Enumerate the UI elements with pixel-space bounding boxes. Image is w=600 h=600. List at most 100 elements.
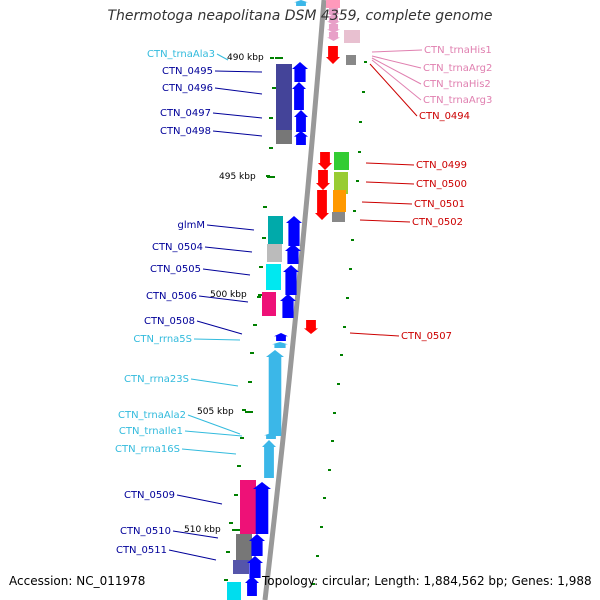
cds-block-0501 <box>333 190 346 212</box>
axis-layer <box>262 0 327 600</box>
tick-mark <box>248 381 252 383</box>
kbp-tick-label: 495 kbp <box>219 172 256 182</box>
leader-line <box>216 53 229 61</box>
forward-cds-arrow <box>247 556 263 578</box>
feature-label-left: CTN_0505 <box>150 264 201 275</box>
kbp-tick-label: 510 kbp <box>184 525 221 535</box>
reverse-cds-arrow <box>316 170 330 190</box>
feature-label-left: CTN_0509 <box>124 490 175 501</box>
tick-mark <box>349 268 352 270</box>
forward-cds-arrow <box>249 534 265 556</box>
feature-label-left: CTN_trnaIle1 <box>119 426 183 437</box>
feature-label-right: CTN_trnaArg3 <box>423 95 492 106</box>
feature-label-right: CTN_trnaHis1 <box>424 45 492 56</box>
summary-text: Topology: circular; Length: 1,884,562 bp… <box>262 574 592 588</box>
leader-line <box>371 49 423 53</box>
feature-label-left: CTN_trnaAla2 <box>118 410 186 421</box>
forward-cds-arrow <box>286 216 302 246</box>
leader-line <box>212 130 263 137</box>
leader-line <box>184 430 243 437</box>
tick-mark <box>263 206 267 208</box>
tick-mark <box>270 57 274 59</box>
tick-mark <box>259 266 263 268</box>
forward-cds-arrow <box>294 131 308 145</box>
cds-block-0509 <box>240 480 256 534</box>
tick-mark <box>333 412 336 414</box>
tick-mark <box>320 526 323 528</box>
leader-line <box>168 549 217 561</box>
leader-line <box>371 55 422 69</box>
forward-cds-arrow-0508 <box>274 333 288 341</box>
feature-label-left: CTN_0506 <box>146 291 197 302</box>
feature-label-left: CTN_0495 <box>162 66 213 77</box>
tick-mark <box>229 522 233 524</box>
leader-line <box>361 201 413 205</box>
tick-mark <box>362 91 365 93</box>
cds-block-0500 <box>334 152 349 170</box>
tick-mark <box>240 437 244 439</box>
kbp-tick-mark <box>275 57 283 59</box>
tick-mark <box>337 383 340 385</box>
feature-label-right: CTN_0499 <box>416 160 467 171</box>
map-title: Thermotoga neapolitana DSM 4359, complet… <box>107 8 493 24</box>
feature-label-right: CTN_0507 <box>401 331 452 342</box>
feature-label-right: CTN_trnaArg2 <box>423 63 492 74</box>
tick-mark <box>237 465 241 467</box>
leader-line <box>193 338 241 341</box>
tick-mark <box>353 210 356 212</box>
feature-label-left: CTN_0498 <box>160 126 211 137</box>
tick-mark <box>323 497 326 499</box>
tick-mark <box>316 555 319 557</box>
forward-cds-arrow <box>292 62 308 82</box>
rrna-16S-arrow <box>262 440 276 478</box>
leader-line <box>176 494 223 505</box>
kbp-tick-label: 490 kbp <box>227 53 264 63</box>
leader-line <box>365 162 415 166</box>
genome-axis <box>262 0 327 600</box>
tick-mark <box>364 61 367 63</box>
leader-line <box>204 246 253 253</box>
leader-line <box>172 530 219 539</box>
cds-block-0495-0498 <box>276 64 292 144</box>
rrna-5S-arrow <box>272 342 288 348</box>
label-layer: 490 kbp 495 kbp 500 kbp 505 kbp 510 kbp CTN_t… <box>115 45 492 556</box>
leader-line <box>365 181 415 185</box>
forward-cds-arrow <box>245 576 259 596</box>
trna-chevron <box>327 8 340 17</box>
tick-mark <box>312 583 315 585</box>
kbp-tick-label: 500 kbp <box>210 290 247 300</box>
feature-label-left: CTN_0508 <box>144 316 195 327</box>
feature-label-left: CTN_0496 <box>162 83 213 94</box>
feature-label-left: glmM <box>178 220 206 231</box>
kbp-tick-mark <box>232 529 240 531</box>
feature-shade <box>276 130 292 144</box>
trna-chevron <box>327 16 340 25</box>
tick-mark <box>257 296 261 298</box>
tick-mark <box>359 121 362 123</box>
leader-line <box>214 87 263 95</box>
kbp-tick-mark <box>245 411 253 413</box>
leader-line <box>212 112 263 119</box>
cds-block-glmM <box>268 216 283 244</box>
feature-label-left: CTN_0504 <box>152 242 203 253</box>
leader-line <box>359 219 411 223</box>
feature-label-left: CTN_0511 <box>116 545 167 556</box>
feature-shade <box>334 172 348 194</box>
forward-cds-arrow <box>292 82 306 110</box>
feature-label-left: CTN_trnaAla3 <box>147 49 215 60</box>
rrna-23S-arrow <box>266 350 284 436</box>
leader-line <box>369 63 418 117</box>
trna-block <box>326 0 340 8</box>
tick-mark <box>250 352 254 354</box>
cds-block-0505 <box>266 264 281 290</box>
feature-shade <box>227 582 241 600</box>
tick-mark <box>358 151 361 153</box>
tick-mark <box>269 147 273 149</box>
tick-mark <box>226 551 230 553</box>
feature-label-left: CTN_rrna23S <box>124 374 189 385</box>
forward-cds-arrow <box>283 265 299 295</box>
trna-chevron <box>327 24 340 33</box>
tick-mark <box>331 440 334 442</box>
tick-mark <box>253 324 257 326</box>
